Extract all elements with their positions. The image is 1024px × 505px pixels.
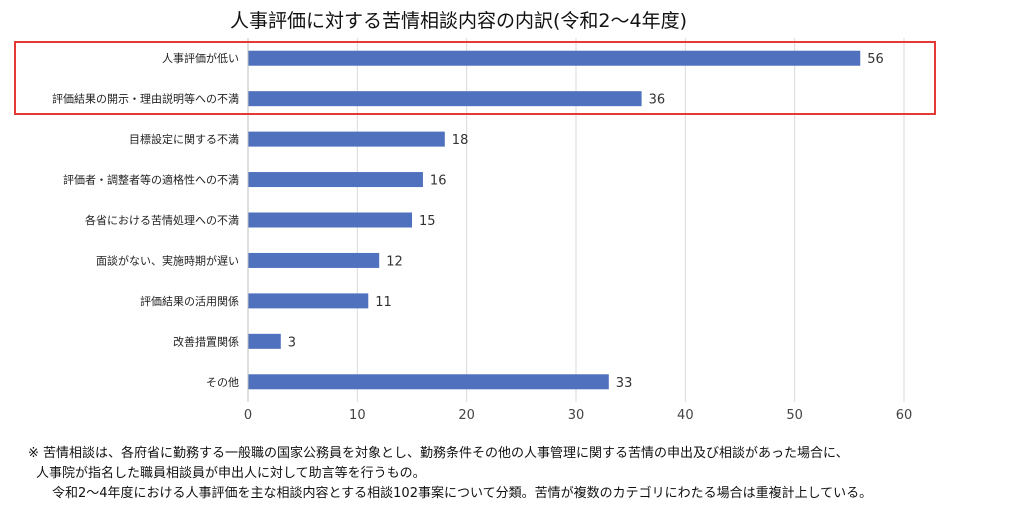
- bar: [248, 212, 412, 228]
- bar: [248, 333, 281, 349]
- bar: [248, 91, 642, 107]
- category-label: 評価者・調整者等の適格性への不満: [63, 173, 239, 187]
- bar: [248, 252, 380, 268]
- value-label: 12: [386, 254, 403, 269]
- chart-title: 人事評価に対する苦情相談内容の内訳(令和2～4年度): [230, 10, 688, 32]
- value-label: 15: [419, 214, 436, 229]
- value-label: 18: [452, 133, 469, 148]
- category-label: 改善措置関係: [173, 334, 239, 348]
- value-label: 33: [616, 376, 633, 391]
- category-label: その他: [206, 376, 239, 389]
- footnote-line-1: ※ 苦情相談は、各府省に勤務する一般職の国家公務員を対象とし、勤務条件その他の人…: [28, 446, 849, 461]
- bar: [248, 293, 369, 309]
- footnote-line-3: 令和2～4年度における人事評価を主な相談内容とする相談102事案について分類。苦…: [52, 486, 873, 501]
- bar: [248, 172, 423, 188]
- value-label: 56: [867, 52, 884, 67]
- x-tick-label: 0: [244, 408, 252, 423]
- bar: [248, 50, 861, 66]
- category-label: 各省における苦情処理への不満: [85, 213, 239, 227]
- value-label: 11: [375, 295, 392, 310]
- highlight-box: [14, 41, 936, 115]
- category-label: 人事評価が低い: [162, 51, 239, 65]
- category-label: 評価結果の開示・理由説明等への不満: [52, 92, 239, 106]
- footnote-line-2: 人事院が指名した職員相談員が申出人に対して助言等を行うもの。: [36, 466, 426, 481]
- x-tick-label: 60: [896, 408, 913, 423]
- category-label: 目標設定に関する不満: [129, 132, 239, 146]
- value-label: 3: [288, 335, 296, 350]
- x-tick-label: 20: [458, 408, 475, 423]
- value-label: 16: [430, 174, 447, 189]
- value-label: 36: [649, 93, 666, 108]
- x-tick-label: 10: [349, 408, 366, 423]
- bar: [248, 374, 609, 390]
- x-tick-label: 30: [568, 408, 585, 423]
- category-label: 面談がない、実施時期が遅い: [96, 253, 239, 267]
- bar-chart: 0 10 20 30 40 50 60 人事評価が低い 56 評価結果の開示・理由説明等への不満 3…: [52, 38, 913, 423]
- bar: [248, 131, 445, 147]
- x-tick-label: 40: [677, 408, 694, 423]
- category-label: 評価結果の活用関係: [140, 294, 239, 308]
- x-tick-label: 50: [786, 408, 803, 423]
